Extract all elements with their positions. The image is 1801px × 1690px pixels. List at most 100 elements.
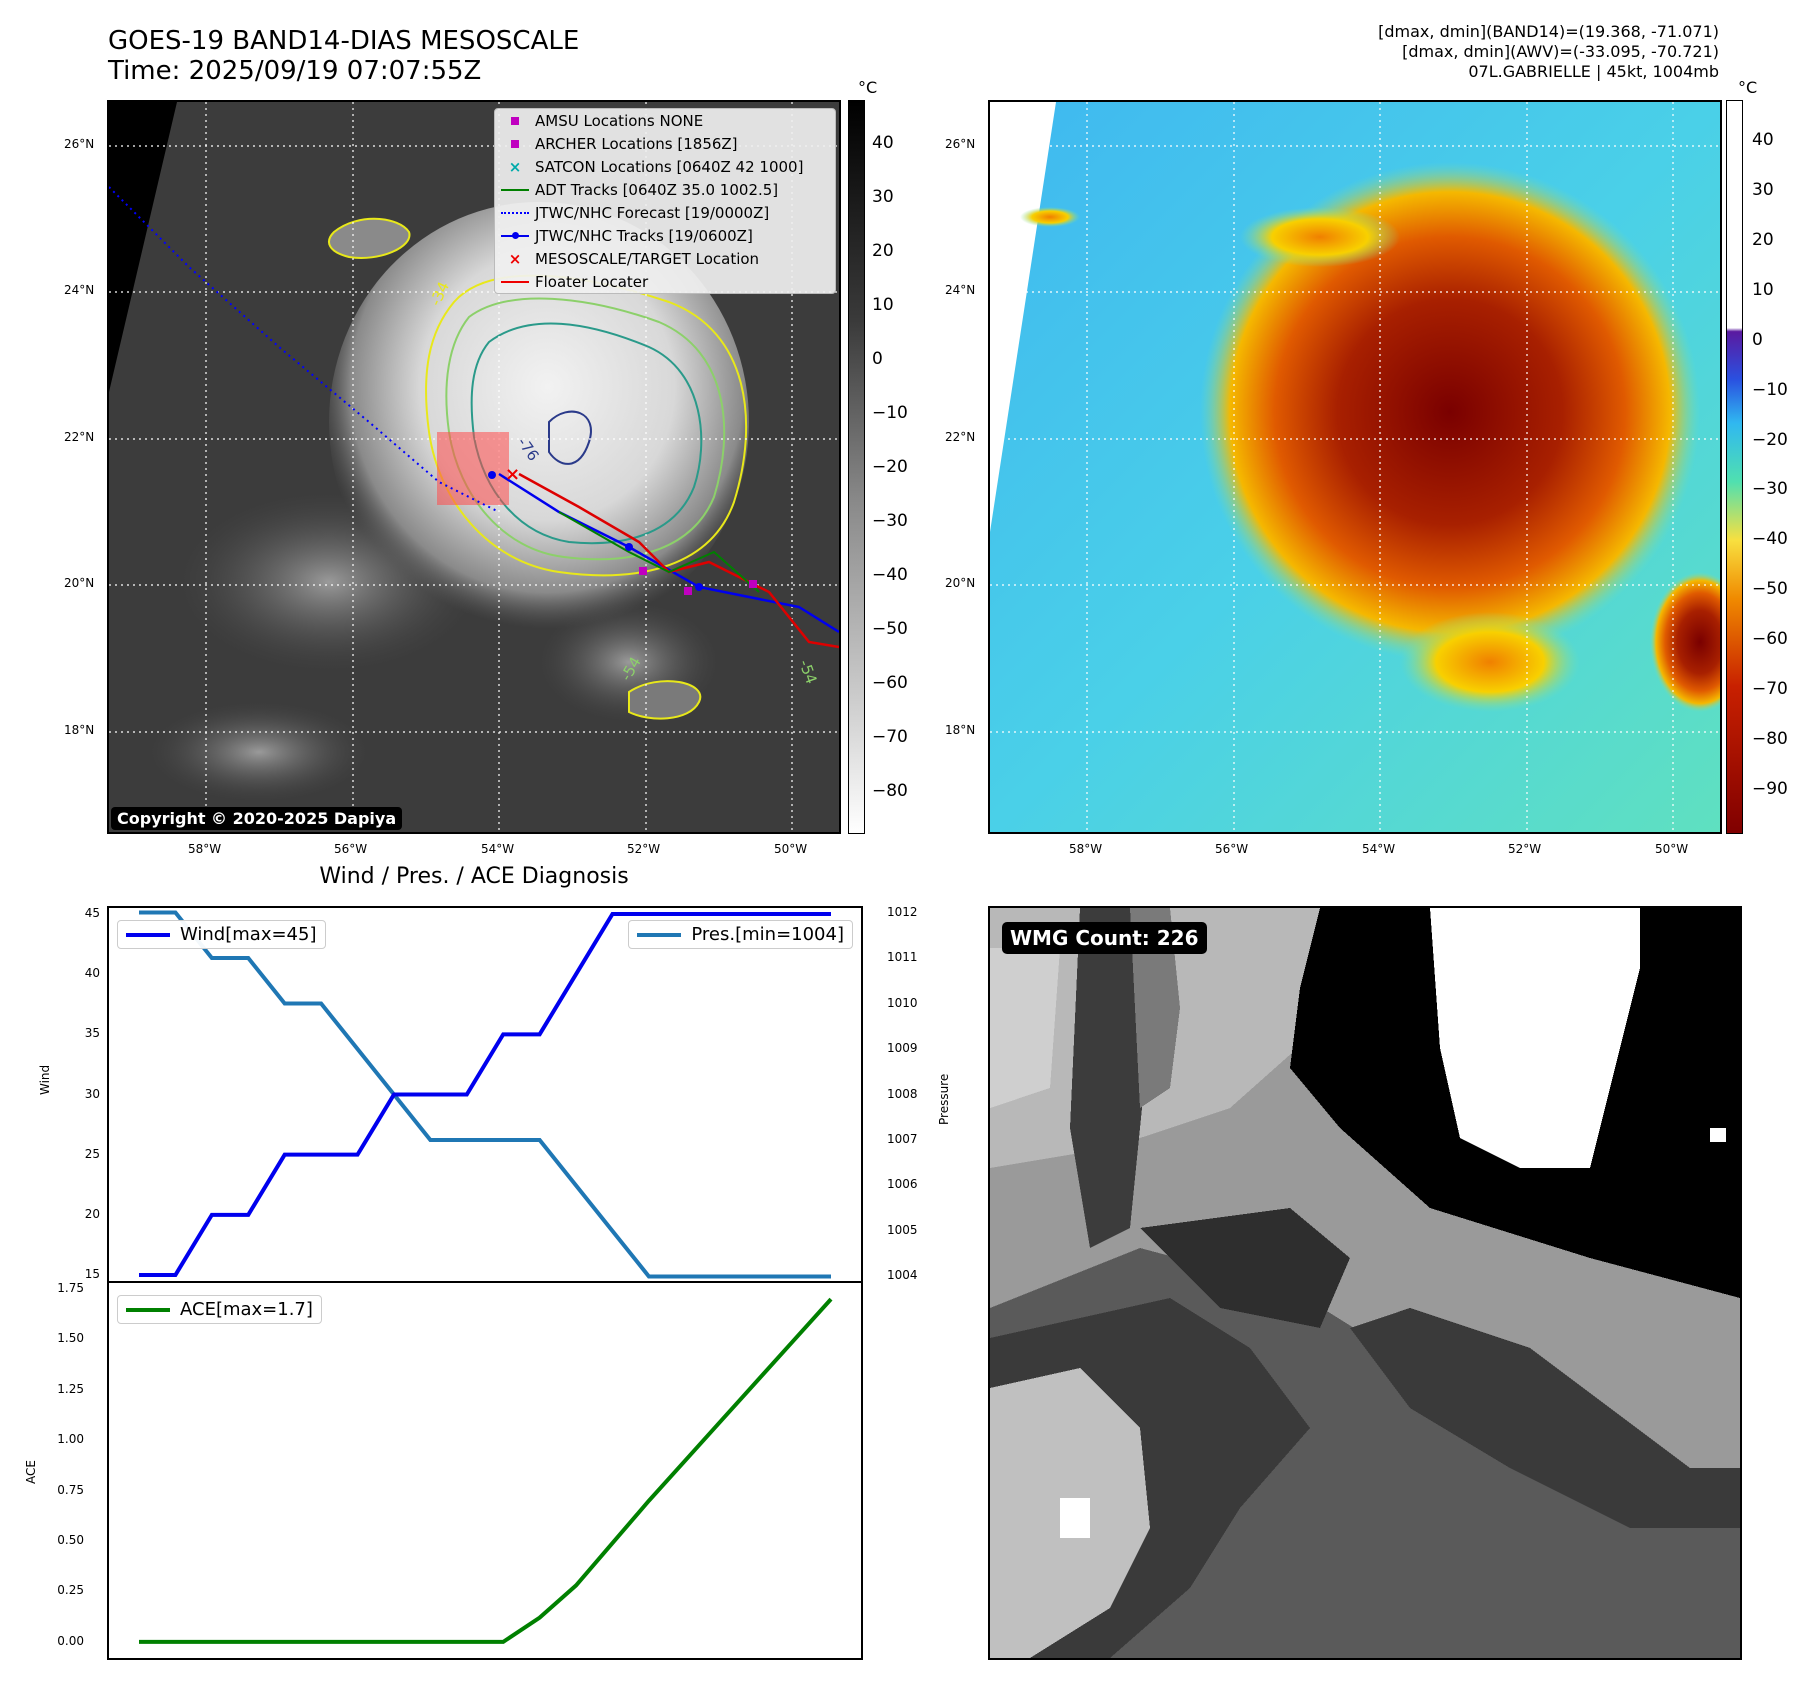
colorbar-tick-label: 20 [872, 241, 894, 262]
diagnosis-title: Wind / Pres. / ACE Diagnosis [319, 864, 629, 889]
moisture-patch [1400, 612, 1580, 712]
legend-label: SATCON Locations [0640Z 42 1000] [535, 157, 804, 176]
legend-amsu: AMSU Locations NONE [495, 109, 835, 132]
moisture-patch [1650, 572, 1720, 712]
wind-tick-label: 15 [84, 1266, 100, 1281]
colorbar-unit: °C [1738, 78, 1758, 97]
colorbar-tick-label: −40 [872, 564, 908, 585]
info-line-band14: [dmax, dmin](BAND14)=(19.368, -71.071) [1378, 22, 1719, 41]
lon-label: 56°W [334, 842, 368, 856]
figure-time: Time: 2025/09/19 07:07:55Z [108, 56, 482, 86]
lat-label: 18°N [64, 723, 95, 737]
wmg-region [1710, 1128, 1726, 1142]
pressure-tick-label: 1006 [887, 1177, 918, 1192]
wind-tick-label: 25 [84, 1146, 100, 1161]
wind-pressure-chart: Wind[max=45] Pres.[min=1004] [107, 906, 863, 1283]
colorbar-tick-label: −20 [1752, 429, 1788, 450]
colorbar-tick-label: 10 [872, 295, 894, 316]
wind-legend: Wind[max=45] [117, 920, 326, 949]
colorbar-tick-label: 10 [1752, 279, 1774, 300]
wmg-region [1060, 1498, 1090, 1538]
line-icon [501, 280, 529, 283]
colorbar-tick-label: −40 [1752, 529, 1788, 550]
floater-track [518, 472, 839, 649]
ace-legend-label: ACE[max=1.7] [180, 1299, 313, 1320]
copyright-badge: Copyright © 2020-2025 Dapiya [111, 807, 403, 830]
colorbar-unit: °C [858, 78, 878, 97]
legend-archer: ARCHER Locations [1856Z] [495, 132, 835, 155]
colorbar-tick-label: −80 [1752, 729, 1788, 750]
ace-plot [139, 1297, 833, 1644]
contour-yellow [328, 217, 411, 259]
pressure-legend-label: Pres.[min=1004] [691, 924, 844, 945]
legend-label: Floater Locater [535, 272, 649, 291]
pressure-axis-label: Pressure [937, 1073, 951, 1125]
floater-box [437, 432, 509, 505]
pressure-tick-label: 1009 [887, 1041, 918, 1055]
info-line-storm: 07L.GABRIELLE | 45kt, 1004mb [1468, 62, 1719, 81]
archer-marker [749, 580, 757, 588]
colorbar-tick-label: −90 [1752, 779, 1788, 800]
adt-track [558, 511, 760, 593]
colorbar-tick-label: −60 [1752, 629, 1788, 650]
moisture-patch [1020, 207, 1080, 227]
ace-tick-label: 0.75 [57, 1482, 84, 1497]
legend-tracks: JTWC/NHC Tracks [19/0600Z] [495, 224, 835, 247]
colorbar-gray [848, 100, 865, 834]
lat-label: 22°N [64, 430, 95, 444]
moisture-patch [1240, 207, 1400, 267]
line-dot-icon [501, 231, 529, 239]
ace-tick-label: 1.00 [57, 1432, 84, 1447]
wind-legend-label: Wind[max=45] [180, 924, 317, 945]
ace-line-icon [126, 1307, 170, 1312]
pressure-line-icon [637, 932, 682, 937]
lat-label: 20°N [945, 576, 976, 590]
ace-tick-label: 1.50 [57, 1331, 84, 1346]
wmg-image [990, 908, 1740, 1658]
colorbar-tick-label: −80 [872, 780, 908, 801]
pressure-tick-label: 1004 [887, 1268, 918, 1283]
map-gridlines [990, 102, 1720, 832]
legend-satcon: × SATCON Locations [0640Z 42 1000] [495, 155, 835, 178]
pressure-legend: Pres.[min=1004] [628, 920, 853, 949]
colorbar-tick-label: −60 [872, 672, 908, 693]
colorbar-tick-label: 40 [1752, 129, 1774, 150]
wind-tick-label: 35 [84, 1026, 100, 1041]
legend-label: JTWC/NHC Forecast [19/0000Z] [535, 203, 770, 222]
x-marker-icon: × [508, 249, 522, 268]
ace-tick-label: 1.75 [57, 1281, 84, 1296]
pressure-series-line [139, 910, 831, 1279]
legend-label: JTWC/NHC Tracks [19/0600Z] [535, 226, 753, 245]
track-point [488, 471, 496, 479]
legend-label: MESOSCALE/TARGET Location [535, 249, 760, 268]
square-marker-icon [511, 139, 519, 148]
colorbar-tick-label: −10 [1752, 379, 1788, 400]
ace-tick-label: 0.25 [57, 1583, 84, 1598]
wmg-region [1350, 1308, 1740, 1528]
lat-label: 22°N [945, 430, 976, 444]
lon-label: 52°W [627, 842, 661, 856]
lat-label: 18°N [945, 723, 976, 737]
lat-label: 26°N [945, 137, 976, 151]
wmg-region [1430, 908, 1640, 1168]
colorbar-tick-label: −50 [1752, 579, 1788, 600]
pressure-tick-label: 1005 [887, 1222, 918, 1237]
pressure-tick-label: 1011 [887, 950, 918, 965]
lon-label: 54°W [481, 842, 515, 856]
colorbar-tick-label: 0 [1752, 329, 1763, 350]
wind-pressure-plot [139, 910, 831, 1279]
wind-line-icon [126, 932, 170, 937]
target-marker: × [505, 464, 520, 485]
pressure-tick-label: 1012 [887, 904, 918, 919]
colorbar-tick-label: 0 [872, 349, 883, 370]
lon-label: 56°W [1215, 842, 1249, 856]
ace-legend: ACE[max=1.7] [117, 1295, 322, 1324]
pressure-tick-label: 1010 [887, 995, 918, 1010]
figure-title: GOES-19 BAND14-DIAS MESOSCALE [108, 26, 580, 56]
x-marker-icon: × [508, 157, 522, 176]
wind-tick-label: 45 [84, 906, 100, 921]
colorbar-tick-label: 20 [1752, 229, 1774, 250]
lat-label: 24°N [64, 283, 95, 297]
colorbar-tick-label: −50 [872, 618, 908, 639]
storm-cloud-shield [329, 202, 749, 642]
